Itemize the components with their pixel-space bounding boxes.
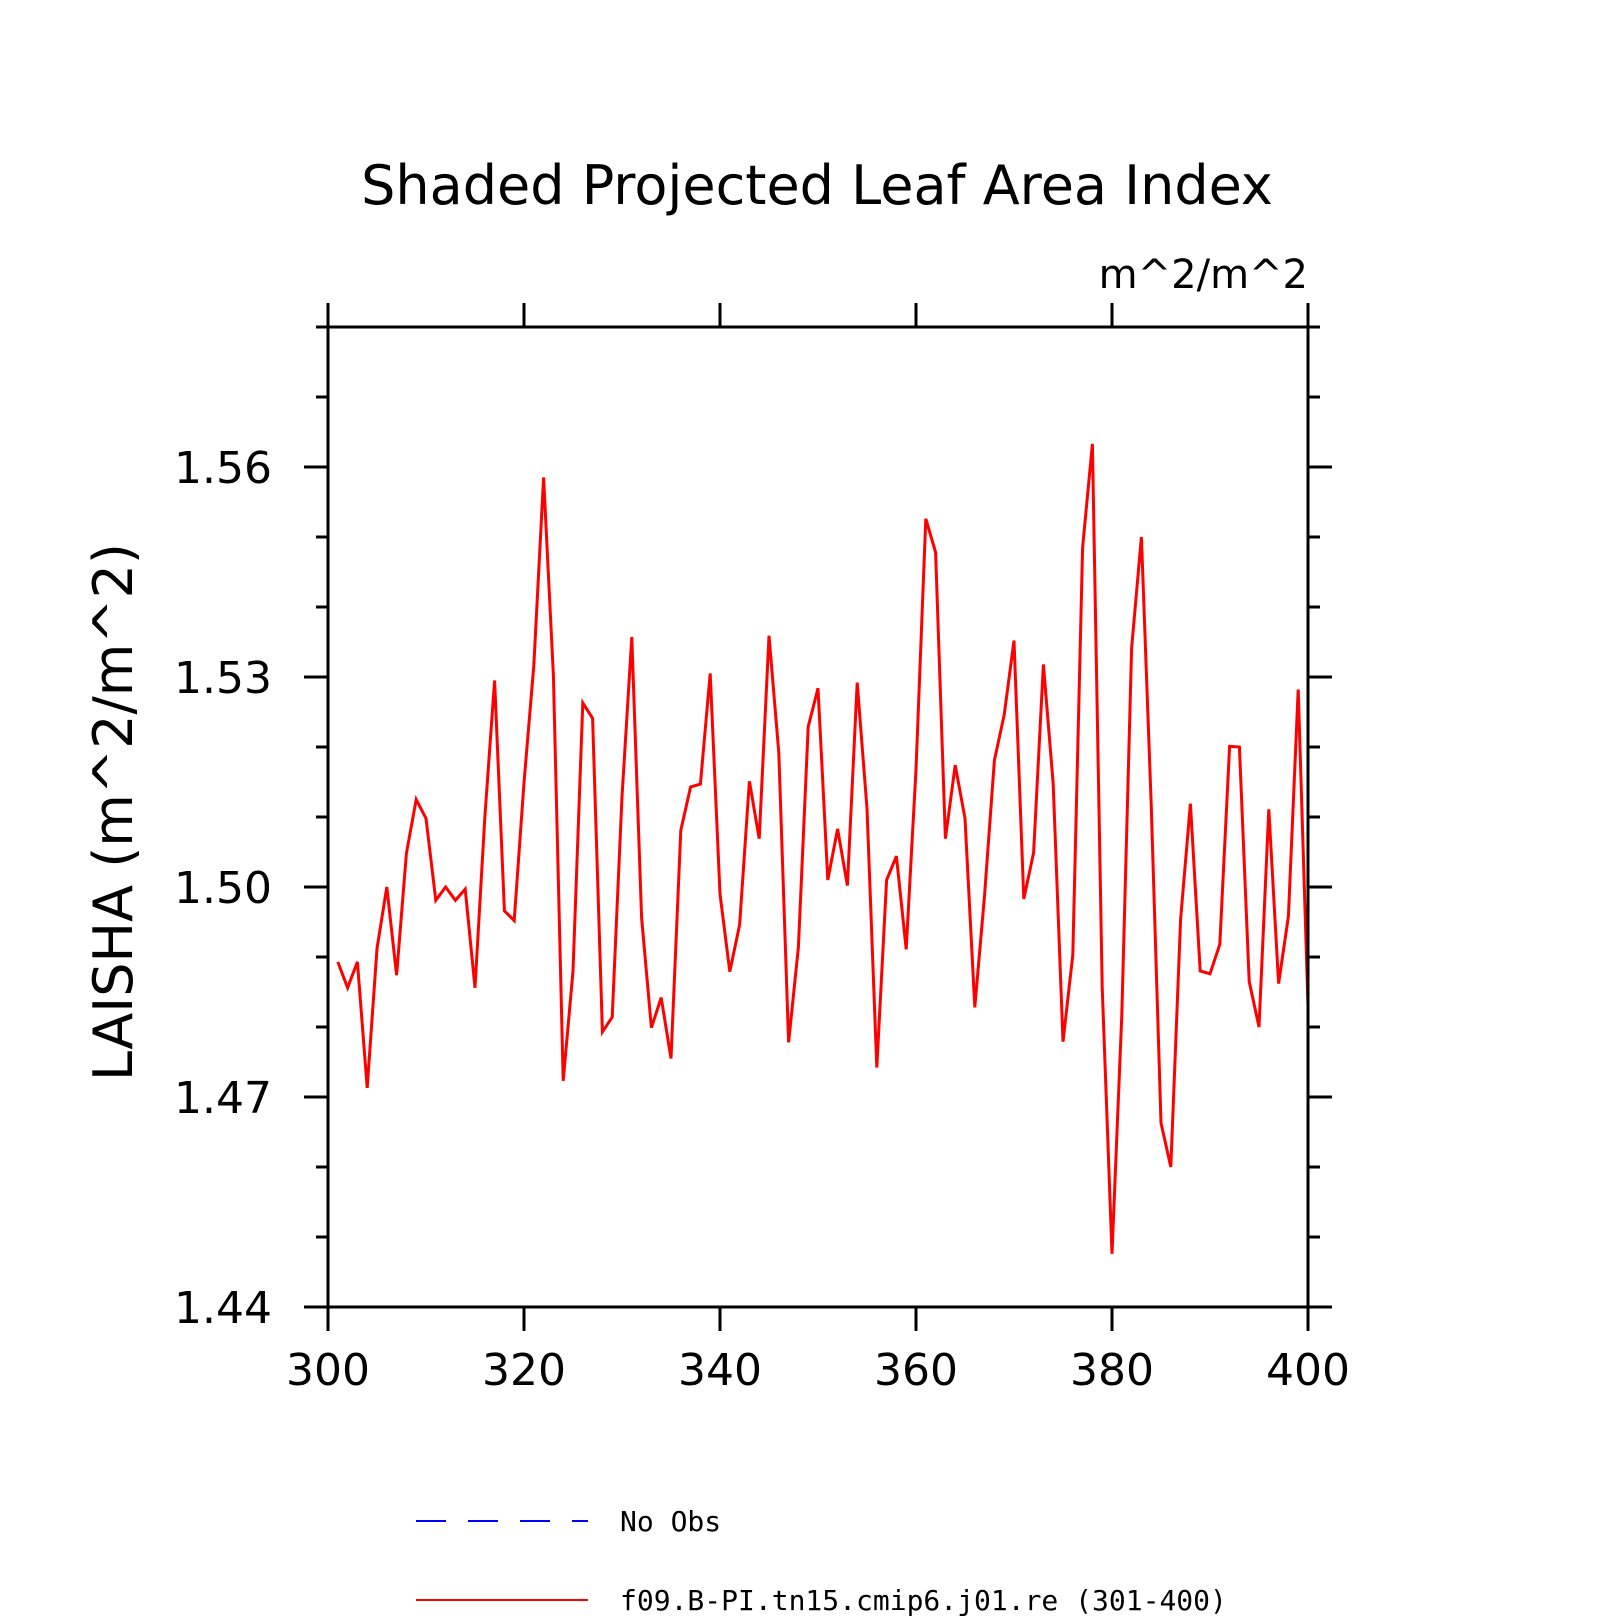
axis-ticks: 300 320 340 360 380 400 1.44 1.47 1.50 1.53 1.56 <box>174 303 1350 1396</box>
x-tick-label: 360 <box>874 1345 958 1396</box>
series-line-1 <box>336 443 1310 1254</box>
x-tick-label: 380 <box>1070 1345 1154 1396</box>
legend-label-1: f09.B-PI.tn15.cmip6.j01.re (301-400) <box>620 1584 1227 1617</box>
y-tick-label: 1.44 <box>174 1283 272 1334</box>
y-tick-label: 1.53 <box>174 653 272 704</box>
x-tick-label: 400 <box>1266 1345 1350 1396</box>
chart-title: Shaded Projected Leaf Area Index <box>361 154 1273 217</box>
y-tick-label: 1.50 <box>174 863 272 914</box>
y-tick-label: 1.47 <box>174 1073 272 1124</box>
legend: No Obs f09.B-PI.tn15.cmip6.j01.re (301-40… <box>416 1505 1227 1617</box>
x-tick-label: 320 <box>482 1345 566 1396</box>
x-tick-label: 340 <box>678 1345 762 1396</box>
y-axis-label: LAISHA (m^2/m^2) <box>82 543 145 1081</box>
units-label: m^2/m^2 <box>1099 252 1308 298</box>
y-tick-label: 1.56 <box>174 443 272 494</box>
plot-frame <box>326 325 1310 1309</box>
x-tick-label: 300 <box>286 1345 370 1396</box>
legend-label-0: No Obs <box>620 1505 721 1538</box>
plot-series <box>336 443 1310 1254</box>
